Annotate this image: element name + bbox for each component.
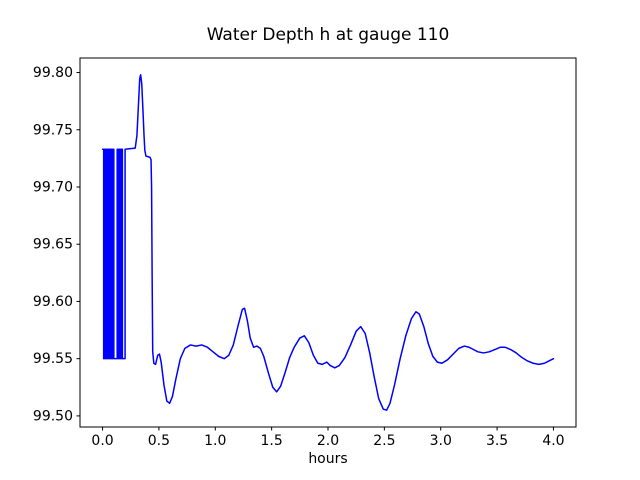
chart-title: Water Depth h at gauge 110 <box>207 25 450 45</box>
x-axis-label: hours <box>308 451 347 467</box>
x-tick-label: 2.5 <box>373 433 395 449</box>
x-tick-label: 3.5 <box>486 433 508 449</box>
x-tick-label: 3.0 <box>430 433 452 449</box>
y-tick-label: 99.65 <box>33 237 73 253</box>
x-tick-label: 1.5 <box>261 433 283 449</box>
x-tick-label: 0.5 <box>148 433 170 449</box>
y-tick-label: 99.55 <box>33 351 73 367</box>
x-tick-label: 1.0 <box>204 433 226 449</box>
y-tick-label: 99.60 <box>33 294 73 310</box>
line-series <box>101 74 555 411</box>
ticks-group: 0.0 0.5 1.0 1.5 2.0 2.5 3.0 3.5 4.0 99.50 99.55 99.… <box>33 65 565 449</box>
x-tick-label: 2.0 <box>317 433 339 449</box>
y-tick-label: 99.80 <box>33 65 73 81</box>
plot-area <box>79 57 577 428</box>
series-group <box>101 74 555 411</box>
y-tick-label: 99.75 <box>33 122 73 138</box>
x-tick-label: 0.0 <box>91 433 113 449</box>
x-tick-label: 4.0 <box>542 433 564 449</box>
y-tick-label: 99.50 <box>33 408 73 424</box>
y-tick-label: 99.70 <box>33 179 73 195</box>
